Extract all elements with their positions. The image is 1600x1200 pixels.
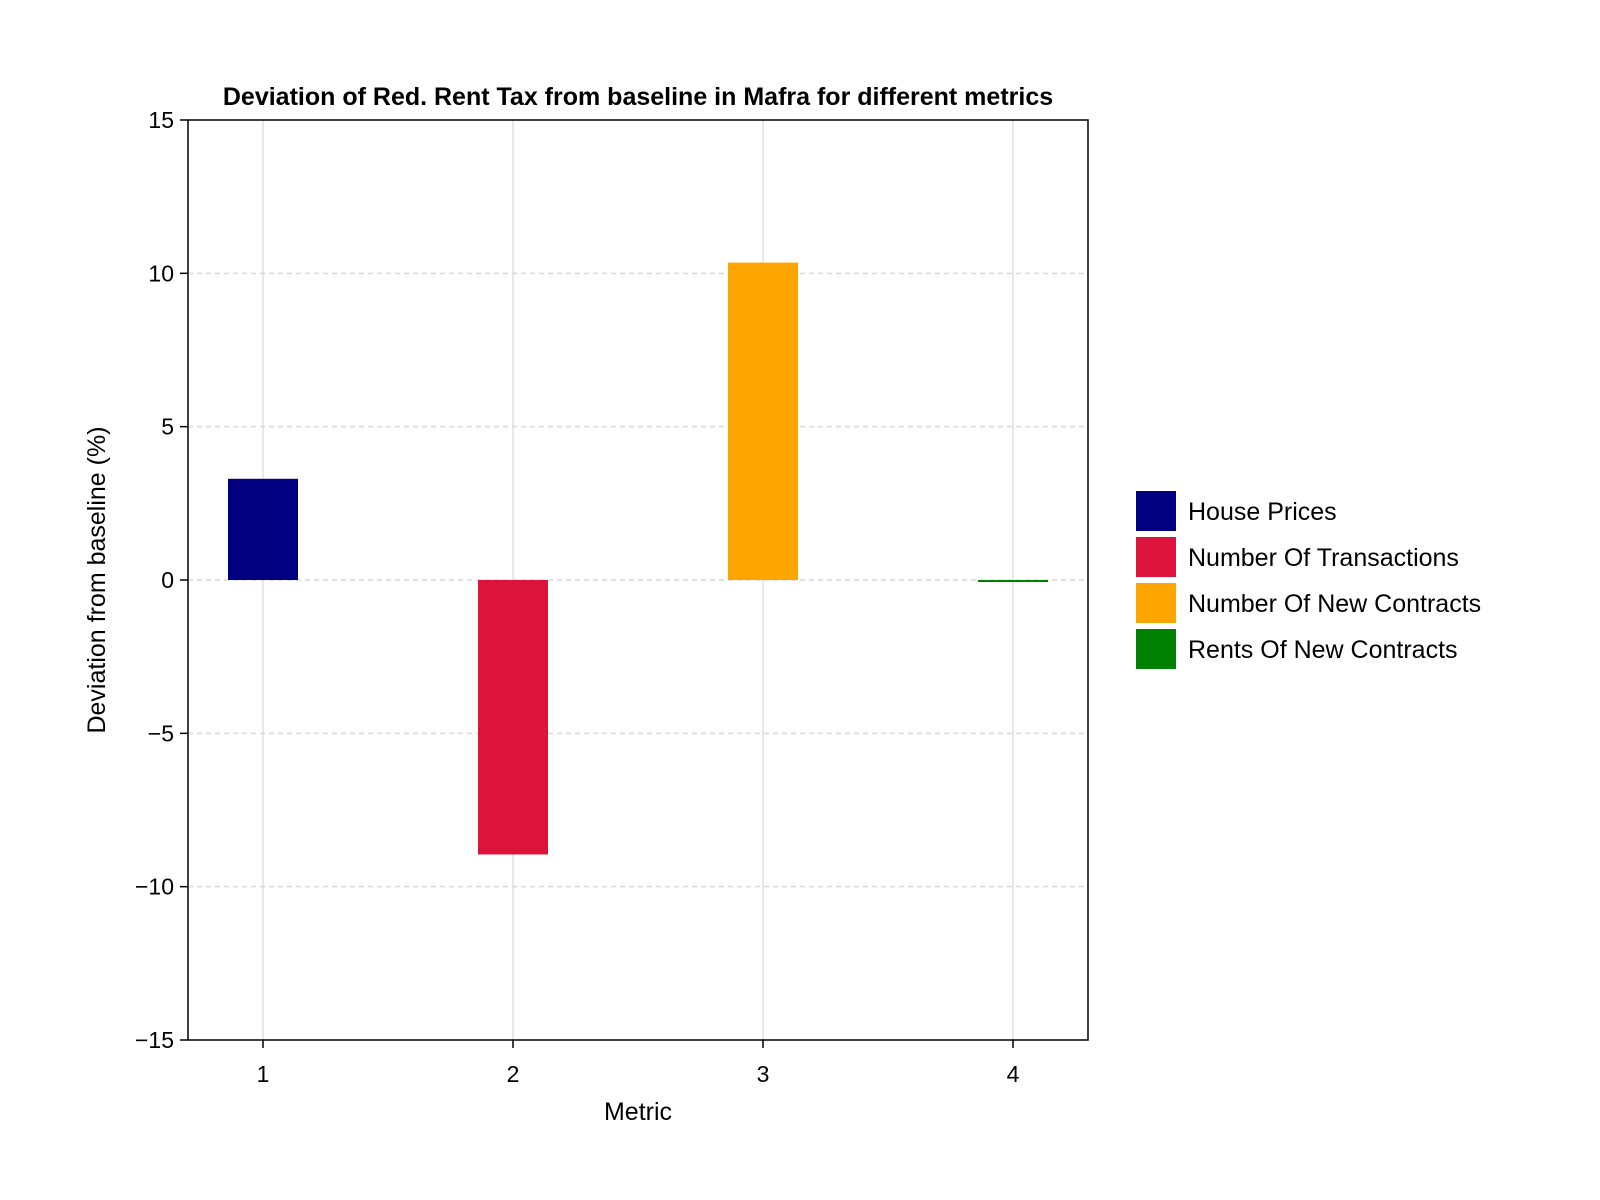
- legend-label: Rents Of New Contracts: [1188, 636, 1458, 664]
- legend-label: House Prices: [1188, 498, 1337, 526]
- legend-swatch: [1136, 583, 1176, 623]
- bars: [228, 262, 1048, 855]
- legend-label: Number Of Transactions: [1188, 544, 1459, 572]
- bar-4: [978, 580, 1048, 582]
- y-tick-label: −5: [148, 720, 174, 746]
- legend-swatch: [1136, 537, 1176, 577]
- y-axis-label: Deviation from baseline (%): [83, 426, 111, 733]
- y-tick-label: 15: [148, 107, 174, 133]
- legend-swatch: [1136, 629, 1176, 669]
- y-tick-label: −15: [135, 1027, 174, 1053]
- y-tick-label: 10: [148, 260, 174, 286]
- bar-2: [478, 580, 548, 855]
- bar-1: [228, 478, 298, 580]
- legend-label: Number Of New Contracts: [1188, 590, 1481, 618]
- legend-swatch: [1136, 491, 1176, 531]
- y-tick-label: 0: [161, 567, 174, 593]
- axis-ticks: 15 10 5 0 −5 −10 −15 1 2 3 4: [135, 107, 1020, 1087]
- legend: House Prices Number Of Transactions Number…: [1136, 491, 1481, 669]
- y-tick-label: −10: [135, 874, 174, 900]
- x-tick-label: 1: [257, 1061, 270, 1087]
- bar-3: [728, 262, 798, 580]
- x-axis-label: Metric: [604, 1098, 672, 1126]
- grid: [188, 120, 1088, 1040]
- x-tick-label: 4: [1007, 1061, 1020, 1087]
- x-tick-label: 2: [507, 1061, 520, 1087]
- y-tick-label: 5: [161, 414, 174, 440]
- x-tick-label: 3: [757, 1061, 770, 1087]
- chart-title: Deviation of Red. Rent Tax from baseline…: [223, 83, 1053, 111]
